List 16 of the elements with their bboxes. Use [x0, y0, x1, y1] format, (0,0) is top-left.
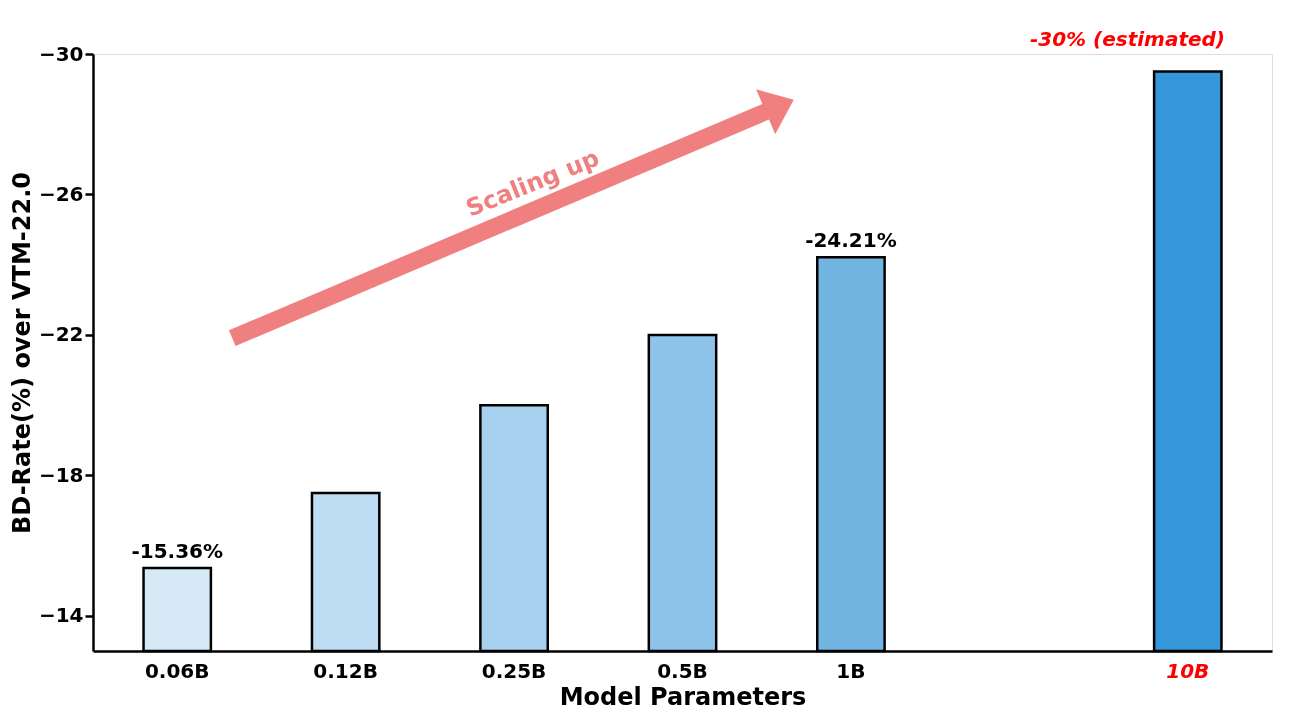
y-tick-label: −14	[38, 603, 84, 628]
x-tick-label: 10B	[1166, 658, 1210, 683]
y-tick-label: −18	[38, 462, 84, 487]
y-tick-label: −30	[38, 41, 84, 66]
x-axis-title: Model Parameters	[559, 682, 807, 711]
x-tick-label: 0.12B	[313, 658, 378, 683]
x-tick-label: 0.25B	[481, 658, 547, 683]
y-axis-title: BD-Rate(%) over VTM-22.0	[7, 172, 36, 534]
y-tick-label: −26	[38, 181, 84, 206]
y-tick-label: −22	[38, 322, 84, 347]
x-tick-label: 0.5B	[657, 658, 708, 683]
data-label: -15.36%	[131, 539, 224, 564]
x-tick-label: 0.06B	[144, 658, 210, 683]
x-tick-label: 1B	[836, 658, 866, 683]
text: -30% (estimated)	[1029, 27, 1225, 51]
data-label: -24.21%	[805, 228, 897, 253]
